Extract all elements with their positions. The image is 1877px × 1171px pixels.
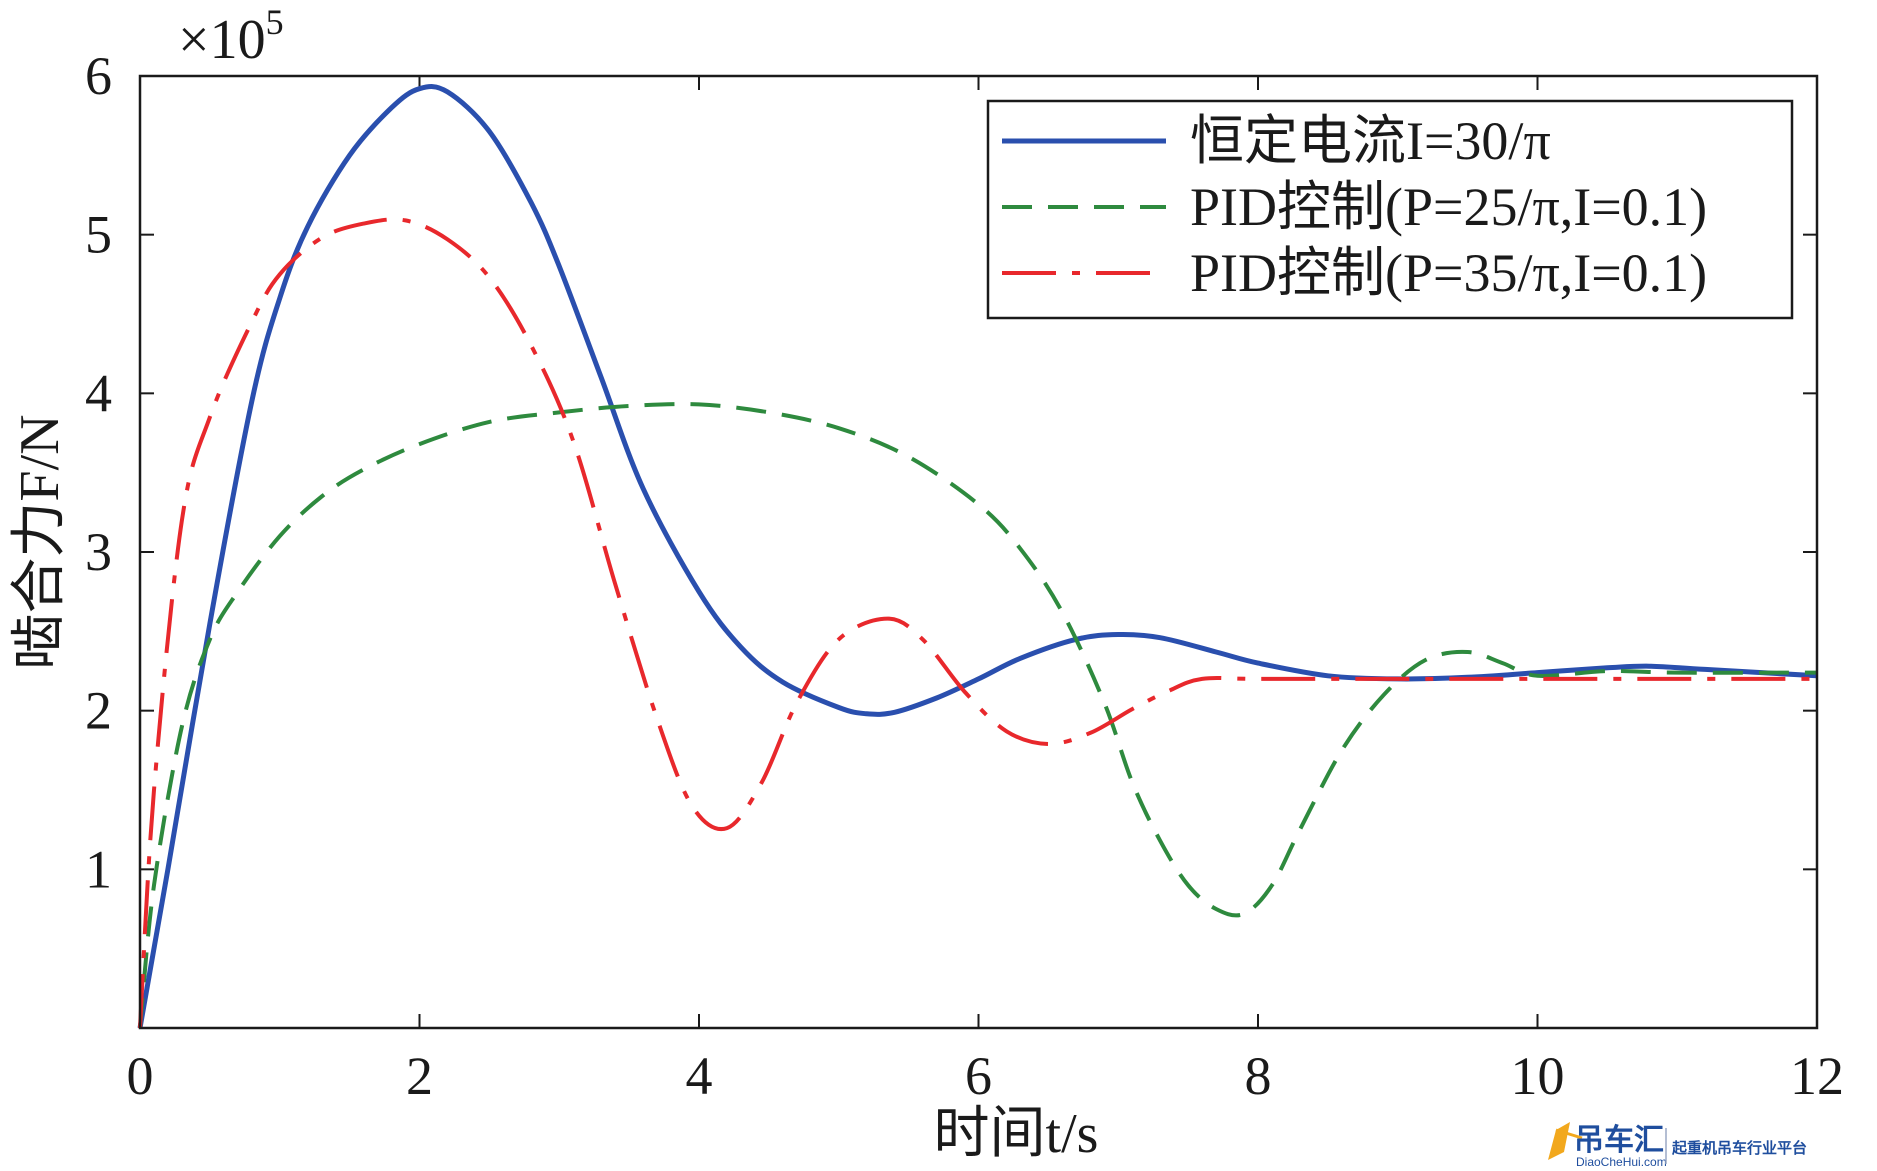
legend: 恒定电流I=30/πPID控制(P=25/π,I=0.1)PID控制(P=35/… bbox=[986, 99, 1794, 320]
series-lines bbox=[137, 84, 1818, 1029]
y-tick-label: 2 bbox=[85, 681, 112, 741]
legend-label-1: 恒定电流I=30/π bbox=[1190, 111, 1551, 171]
crane-boom-icon bbox=[1555, 1128, 1583, 1140]
y-axis-multiplier: ×105 bbox=[178, 2, 284, 71]
series-line-2 bbox=[138, 402, 1818, 1029]
legend-label-2: PID控制(P=25/π,I=0.1) bbox=[1190, 177, 1707, 237]
y-tick-label: 6 bbox=[85, 46, 112, 106]
plot-frame bbox=[138, 74, 1819, 1030]
x-axis-label: 时间t/s bbox=[934, 1103, 1099, 1165]
watermark-domain: DiaoCheHui.com bbox=[1576, 1155, 1667, 1169]
x-tick-label: 0 bbox=[127, 1046, 154, 1106]
y-tick-label: 1 bbox=[85, 839, 112, 899]
y-axis-label: 啮合力F/N bbox=[9, 414, 71, 669]
watermark-slogan: 起重机吊车行业平台 bbox=[1671, 1139, 1807, 1157]
legend-label-3: PID控制(P=35/π,I=0.1) bbox=[1190, 243, 1707, 303]
x-tick-label: 10 bbox=[1511, 1046, 1565, 1106]
series-line-3 bbox=[138, 217, 1817, 1029]
x-tick-label: 12 bbox=[1790, 1046, 1844, 1106]
x-tick-label: 8 bbox=[1245, 1046, 1272, 1106]
y-tick-label: 3 bbox=[85, 522, 112, 582]
x-tick-label: 4 bbox=[686, 1046, 713, 1106]
watermark-brand: 吊车汇 bbox=[1574, 1123, 1664, 1157]
x-tick-label: 2 bbox=[406, 1046, 433, 1106]
legend-box bbox=[986, 99, 1794, 320]
y-tick-label: 5 bbox=[85, 205, 112, 265]
legend-items: 恒定电流I=30/πPID控制(P=25/π,I=0.1)PID控制(P=35/… bbox=[1002, 111, 1707, 303]
watermark-logo: 吊车汇 DiaoCheHui.com 起重机吊车行业平台 bbox=[1548, 1122, 1807, 1169]
x-tick-label: 6 bbox=[965, 1046, 992, 1106]
y-tick-label: 4 bbox=[85, 363, 112, 423]
